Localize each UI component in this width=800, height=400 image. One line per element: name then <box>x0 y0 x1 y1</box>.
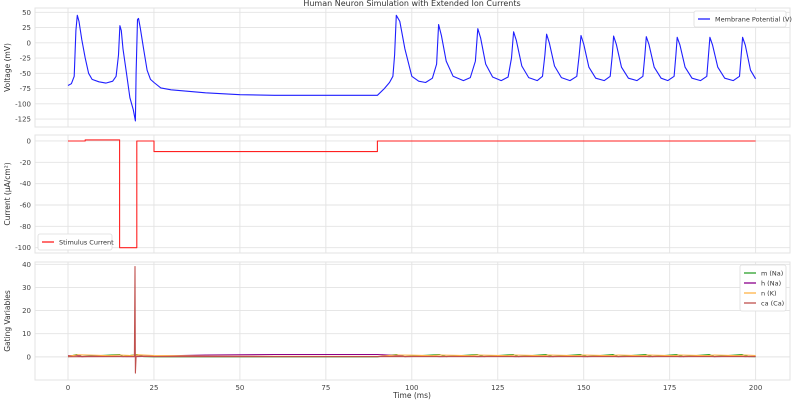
y-tick-label: -50 <box>20 70 31 78</box>
legend-box <box>739 264 787 312</box>
legend-box <box>37 233 113 251</box>
x-tick-label: 200 <box>749 384 762 392</box>
y-tick-label: -75 <box>20 85 31 93</box>
chart-title: Human Neuron Simulation with Extended Io… <box>303 0 520 8</box>
series-line-ca-ca <box>67 266 756 374</box>
y-tick-label: -100 <box>15 244 31 252</box>
legend-label: n (K) <box>761 289 777 297</box>
y-tick-label: -100 <box>15 100 31 108</box>
legend-label: Stimulus Current <box>59 238 114 246</box>
x-axis-label: Time (ms) <box>392 391 431 400</box>
y-tick-label: 25 <box>22 24 31 32</box>
y-tick-label: 10 <box>22 330 31 338</box>
y-tick-label: -40 <box>20 180 31 188</box>
axes-frame <box>34 261 791 381</box>
legend-label: h (Na) <box>761 279 781 287</box>
axes-frame <box>34 7 791 128</box>
x-tick-label: 50 <box>235 384 244 392</box>
y-tick-label: 30 <box>22 284 31 292</box>
y-tick-label: -80 <box>20 223 31 231</box>
legend: m (Na) h (Na) n (K) ca (Ca) <box>739 264 787 312</box>
y-axis-label: Gating Variables <box>3 290 12 352</box>
y-tick-label: 0 <box>27 39 31 47</box>
legend-label: m (Na) <box>761 269 783 277</box>
legend-label: ca (Ca) <box>761 299 784 307</box>
y-tick-label: -20 <box>20 159 31 167</box>
y-tick-label: 0 <box>27 353 31 361</box>
panel-2: 0 -20 -40 -60 -80 -100 Current (μA/cm²) Stimulu… <box>3 134 791 254</box>
x-tick-label: 0 <box>66 384 70 392</box>
y-axis-label: Voltage (mV) <box>3 43 12 92</box>
panel-3: 0 25 50 75 100 125 150 175 200 0 10 20 30 40 Gating Va… <box>3 261 791 392</box>
axes-frame <box>34 134 791 254</box>
x-tick-label: 175 <box>663 384 676 392</box>
y-tick-label: -25 <box>20 55 31 63</box>
legend: Stimulus Current <box>37 233 114 251</box>
x-tick-label: 100 <box>405 384 418 392</box>
x-tick-label: 150 <box>577 384 590 392</box>
y-tick-label: 0 <box>27 137 31 145</box>
x-tick-label: 125 <box>491 384 504 392</box>
legend: Membrane Potential (V) <box>693 10 792 28</box>
y-tick-label: 20 <box>22 307 31 315</box>
y-tick-label: -60 <box>20 201 31 209</box>
legend-box <box>693 10 787 28</box>
y-axis-label: Current (μA/cm²) <box>3 162 12 225</box>
y-tick-label: -125 <box>15 116 31 124</box>
x-tick-label: 75 <box>321 384 330 392</box>
x-tick-label: 25 <box>149 384 158 392</box>
panel-1: 50 25 0 -25 -50 -75 -100 -125 Voltage (mV) Membra… <box>3 7 792 128</box>
legend-label: Membrane Potential (V) <box>715 15 792 23</box>
y-tick-label: 50 <box>22 9 31 17</box>
series-line-n-k <box>67 354 756 357</box>
y-tick-label: 40 <box>22 261 31 269</box>
series-line-membrane-potential-v <box>67 14 757 122</box>
series-line-stimulus-current <box>68 139 756 249</box>
